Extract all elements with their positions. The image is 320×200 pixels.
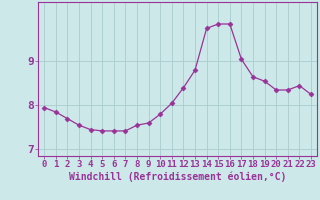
X-axis label: Windchill (Refroidissement éolien,°C): Windchill (Refroidissement éolien,°C): [69, 172, 286, 182]
